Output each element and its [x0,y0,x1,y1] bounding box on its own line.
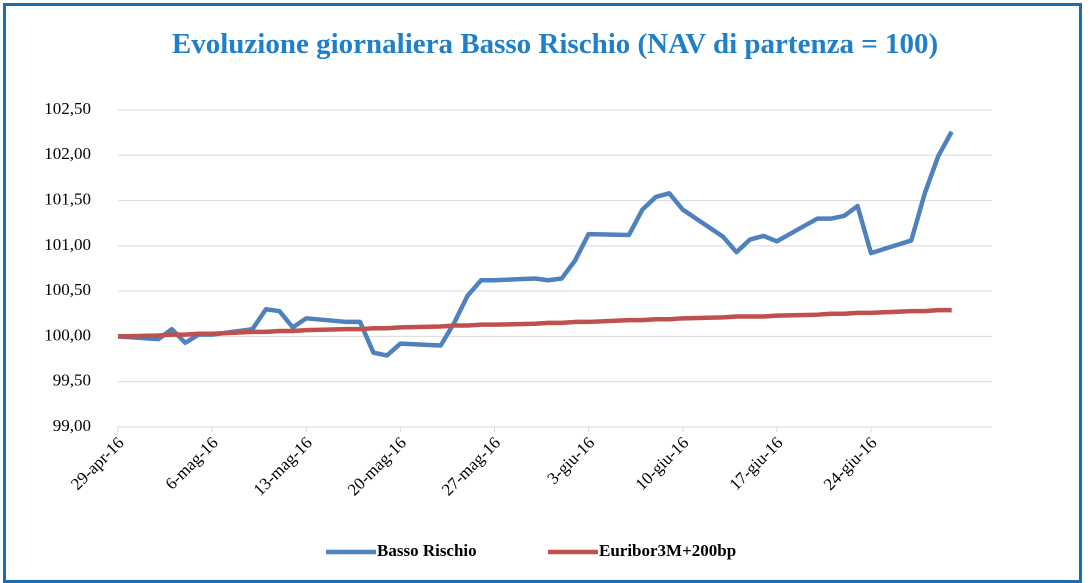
y-tick-label: 102,50 [44,99,91,118]
x-tick-label: 27-mag-16 [438,433,504,499]
x-tick-label: 3-giu-16 [543,433,598,488]
x-tick-label: 17-giu-16 [726,433,787,494]
x-tick-label: 24-giu-16 [820,433,881,494]
y-tick-label: 100,50 [44,280,91,299]
x-tick-label: 29-apr-16 [67,433,128,494]
x-tick-label: 20-mag-16 [344,433,410,499]
y-tick-label: 101,50 [44,189,91,208]
legend-label: Euribor3M+200bp [599,541,736,560]
y-tick-label: 100,00 [44,325,91,344]
y-tick-label: 99,50 [53,371,91,390]
y-tick-label: 101,00 [44,235,91,254]
series-line [117,307,952,339]
y-tick-label: 99,00 [53,416,91,435]
x-tick-label: 6-mag-16 [162,433,222,493]
x-tick-label: 13-mag-16 [250,433,316,499]
x-tick-label: 10-giu-16 [631,433,692,494]
chart-title: Evoluzione giornaliera Basso Rischio (NA… [171,28,939,60]
legend-label: Basso Rischio [377,541,477,560]
series-line [117,130,954,358]
y-tick-label: 102,00 [44,144,91,163]
